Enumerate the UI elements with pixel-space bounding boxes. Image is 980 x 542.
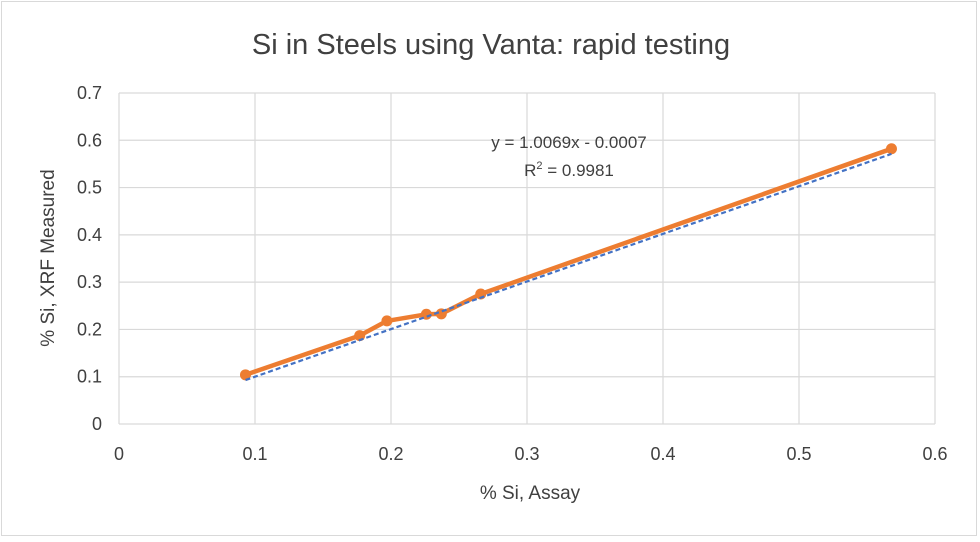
r-squared-prefix: R xyxy=(524,161,536,180)
data-point xyxy=(885,143,897,155)
y-tick-label: 0.6 xyxy=(77,130,102,150)
trendline-r-squared: R2 = 0.9981 xyxy=(524,160,614,180)
x-tick-labels: 0 0.1 0.2 0.3 0.4 0.5 0.6 xyxy=(114,444,948,464)
x-axis-title: % Si, Assay xyxy=(480,483,581,504)
y-axis-title: % Si, XRF Measured xyxy=(38,169,59,346)
y-tick-label: 0.3 xyxy=(77,272,102,292)
chart-title: Si in Steels using Vanta: rapid testing xyxy=(252,29,730,61)
r-squared-value: = 0.9981 xyxy=(543,161,614,180)
y-tick-label: 0.4 xyxy=(77,225,102,245)
x-tick-label: 0.1 xyxy=(242,444,267,464)
y-tick-label: 0.2 xyxy=(77,319,102,339)
trendline xyxy=(245,152,892,382)
data-series xyxy=(239,143,897,381)
r-squared-exponent: 2 xyxy=(536,160,542,172)
y-tick-label: 0.7 xyxy=(77,83,102,103)
x-tick-label: 0.6 xyxy=(922,444,947,464)
x-tick-label: 0.2 xyxy=(378,444,403,464)
trendline-group xyxy=(245,152,892,382)
x-tick-label: 0.5 xyxy=(786,444,811,464)
x-tick-label: 0.3 xyxy=(514,444,539,464)
data-point xyxy=(381,315,393,327)
y-tick-label: 0.1 xyxy=(77,367,102,387)
x-tick-label: 0.4 xyxy=(650,444,675,464)
y-tick-labels: 0 0.1 0.2 0.3 0.4 0.5 0.6 0.7 xyxy=(77,83,102,434)
grid-lines xyxy=(118,92,936,425)
trendline-equation: y = 1.0069x - 0.0007 xyxy=(491,133,646,152)
series-line xyxy=(243,146,894,378)
x-tick-label: 0 xyxy=(114,444,124,464)
y-tick-label: 0 xyxy=(92,414,102,434)
y-tick-label: 0.5 xyxy=(77,178,102,198)
data-point xyxy=(239,369,251,381)
